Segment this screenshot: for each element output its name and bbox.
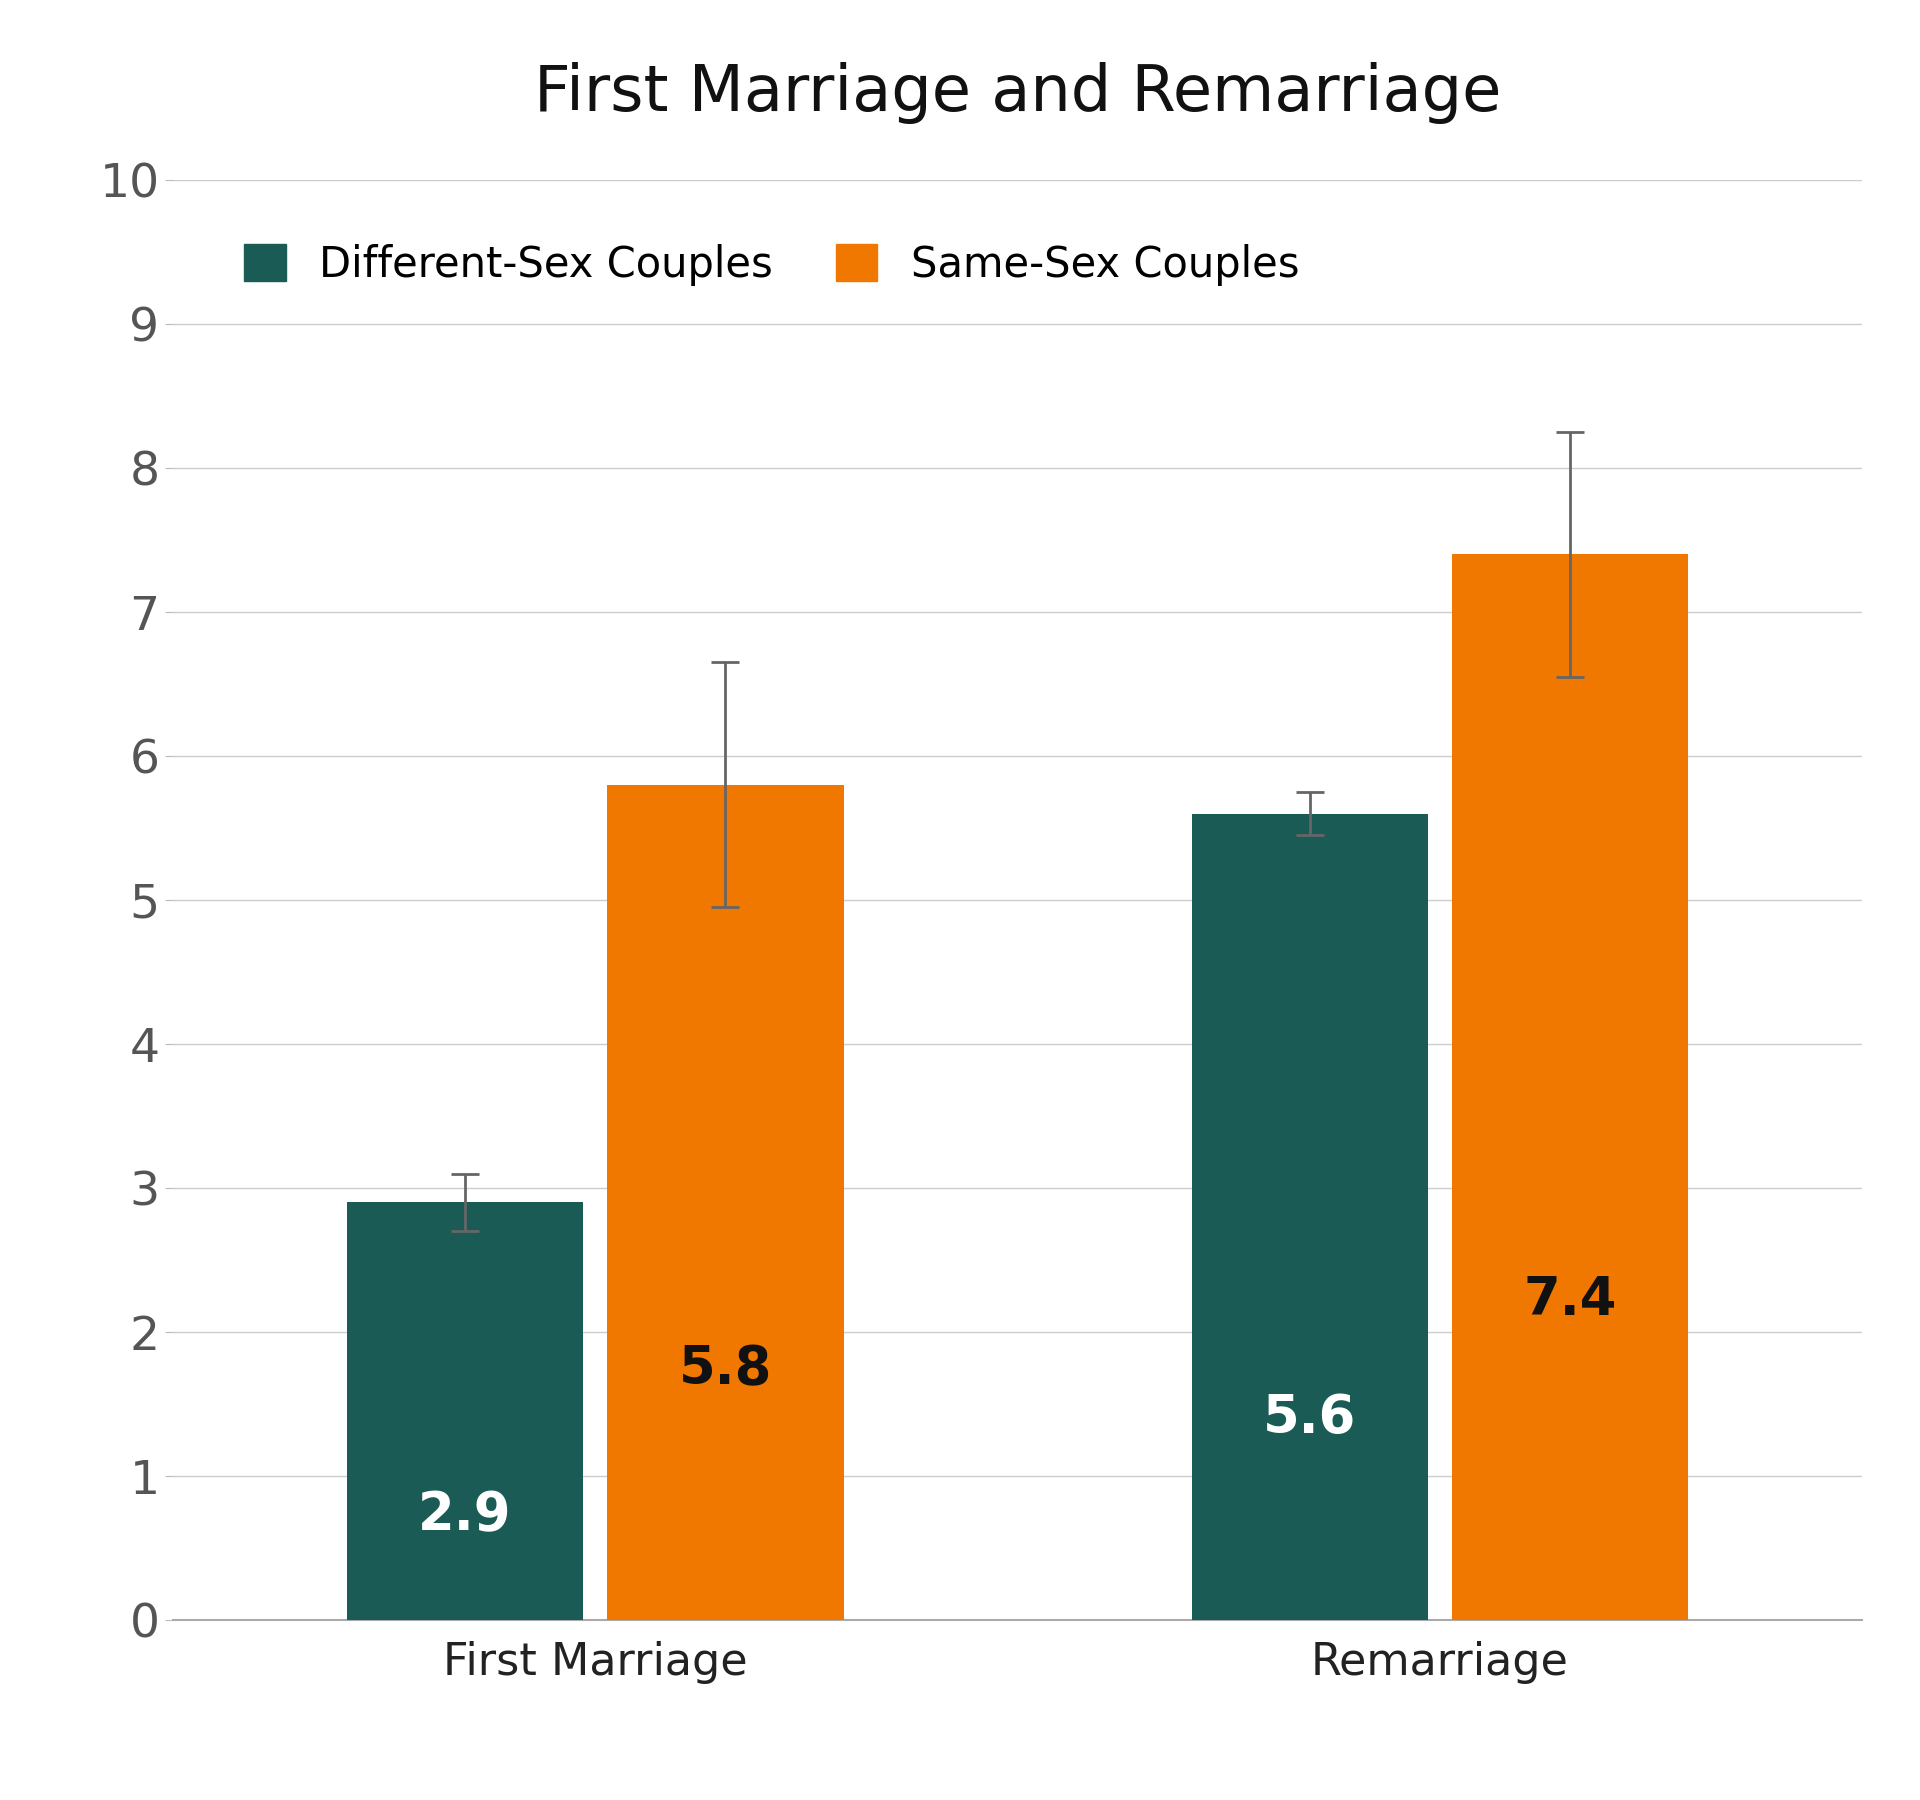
- Text: 7.4: 7.4: [1523, 1274, 1617, 1327]
- Bar: [348, 1202, 584, 1620]
- Bar: [607, 785, 843, 1620]
- Legend: Different-Sex Couples, Same-Sex Couples: Different-Sex Couples, Same-Sex Couples: [244, 245, 1300, 286]
- Text: 5.6: 5.6: [1263, 1393, 1357, 1444]
- Text: 5.8: 5.8: [678, 1343, 772, 1395]
- Bar: [1192, 814, 1428, 1620]
- Text: 2.9: 2.9: [419, 1490, 513, 1541]
- Bar: [1452, 554, 1688, 1620]
- Title: First Marriage and Remarriage: First Marriage and Remarriage: [534, 61, 1501, 124]
